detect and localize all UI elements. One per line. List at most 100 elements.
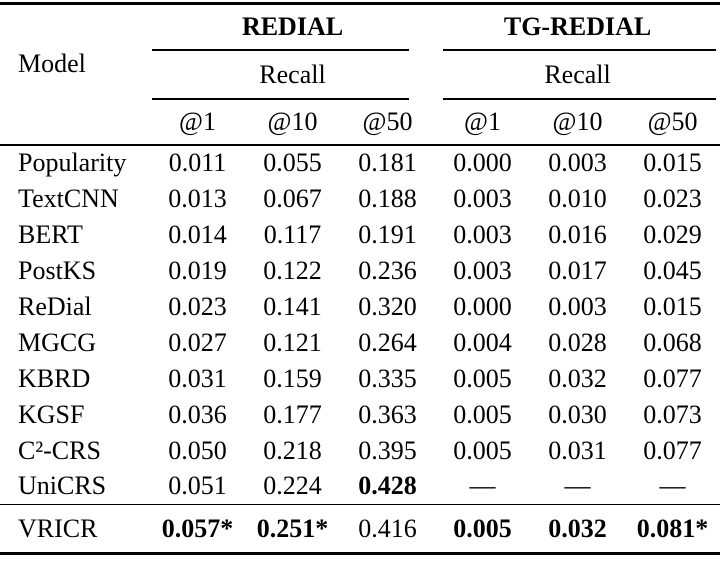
- group-header-tg-redial: TG-REDIAL: [503, 11, 652, 41]
- metric-cell: 0.023: [643, 183, 702, 213]
- metric-cell: 0.077: [643, 435, 702, 465]
- metric-cell: 0.005: [453, 399, 512, 429]
- redial-cmidrule: [150, 98, 435, 101]
- model-name: Popularity: [18, 148, 127, 177]
- metric-cell: 0.003: [453, 255, 512, 285]
- metric-cell: 0.030: [548, 399, 607, 429]
- metric-cell: 0.003: [453, 183, 512, 213]
- model-name: PostKS: [18, 255, 97, 285]
- metric-cell: 0.013: [168, 183, 227, 213]
- metric-cell: 0.028: [548, 327, 607, 357]
- header-row-metric: Recall Recall: [0, 52, 720, 98]
- model-name: TextCNN: [18, 183, 119, 213]
- metric-cell: 0.236: [358, 255, 417, 285]
- row-vricr: VRICR 0.057* 0.251* 0.416 0.005 0.032 0.…: [0, 505, 720, 554]
- col-header-redial-at10: @10: [267, 107, 318, 136]
- metric-cell: 0.068: [643, 327, 702, 357]
- metric-cell: 0.395: [358, 435, 417, 465]
- table-final-section: VRICR 0.057* 0.251* 0.416 0.005 0.032 0.…: [0, 504, 720, 554]
- metric-cell: 0.159: [263, 363, 322, 393]
- metric-cell: 0.264: [358, 327, 417, 357]
- row-redial: ReDial 0.023 0.141 0.320 0.000 0.003 0.0…: [0, 289, 720, 325]
- metric-cell: 0.010: [548, 183, 607, 213]
- metric-cell: 0.188: [358, 183, 417, 213]
- metric-cell: 0.050: [168, 435, 227, 465]
- tg-redial-cmidrule: [435, 49, 720, 52]
- metric-cell-best: 0.057*: [161, 513, 234, 543]
- metric-cell: 0.005: [453, 435, 512, 465]
- metric-cell-best: 0.032: [548, 513, 607, 543]
- metric-cell: 0.224: [263, 471, 322, 501]
- metric-cell: 0.335: [358, 363, 417, 393]
- metric-cell: 0.051: [168, 471, 227, 501]
- metric-cell: 0.027: [168, 327, 227, 357]
- metric-cell: 0.055: [263, 148, 322, 177]
- metric-header-tg-redial: Recall: [544, 59, 611, 89]
- metric-cell: 0.045: [643, 255, 702, 285]
- metric-cell-best: 0.428: [358, 471, 417, 501]
- results-table: Model REDIAL TG-REDIAL Recall Recall @1 …: [0, 2, 720, 555]
- model-name: ReDial: [18, 291, 92, 321]
- metric-cell: 0.077: [643, 363, 702, 393]
- col-header-tg-at1: @1: [464, 107, 501, 136]
- table-header: Model REDIAL TG-REDIAL Recall Recall @1 …: [0, 4, 720, 145]
- metric-cell: 0.003: [548, 291, 607, 321]
- metric-cell: 0.015: [643, 291, 702, 321]
- model-name: C²-CRS: [18, 435, 101, 465]
- metric-cell: 0.032: [548, 363, 607, 393]
- row-kgsf: KGSF 0.036 0.177 0.363 0.005 0.030 0.073: [0, 397, 720, 433]
- metric-cell: 0.003: [548, 148, 607, 177]
- metric-cell: 0.031: [548, 435, 607, 465]
- header-row-at-k: @1 @10 @50 @1 @10 @50: [0, 101, 720, 145]
- metric-cell: 0.029: [643, 219, 702, 249]
- metric-cell: 0.023: [168, 291, 227, 321]
- cmidrule-row: [0, 98, 720, 101]
- row-kbrd: KBRD 0.031 0.159 0.335 0.005 0.032 0.077: [0, 361, 720, 397]
- group-header-redial: REDIAL: [241, 11, 344, 41]
- row-bert: BERT 0.014 0.117 0.191 0.003 0.016 0.029: [0, 217, 720, 253]
- row-mgcg: MGCG 0.027 0.121 0.264 0.004 0.028 0.068: [0, 325, 720, 361]
- row-c2-crs: C²-CRS 0.050 0.218 0.395 0.005 0.031 0.0…: [0, 433, 720, 469]
- metric-cell: 0.121: [263, 327, 322, 357]
- row-textcnn: TextCNN 0.013 0.067 0.188 0.003 0.010 0.…: [0, 181, 720, 217]
- metric-cell: 0.416: [358, 513, 417, 543]
- col-header-tg-at10: @10: [552, 107, 603, 136]
- metric-cell: 0.122: [263, 255, 322, 285]
- metric-cell: 0.073: [643, 399, 702, 429]
- metric-cell: 0.005: [453, 363, 512, 393]
- metric-cell-dash: —: [564, 471, 591, 501]
- model-name: KBRD: [18, 363, 91, 393]
- metric-cell: 0.363: [358, 399, 417, 429]
- metric-cell: 0.177: [263, 399, 322, 429]
- col-header-tg-at50: @50: [647, 107, 698, 136]
- metric-cell: 0.000: [453, 291, 512, 321]
- row-unicrs: UniCRS 0.051 0.224 0.428 — — —: [0, 469, 720, 505]
- metric-cell: 0.031: [168, 363, 227, 393]
- metric-cell: 0.015: [643, 148, 702, 177]
- model-column-header: Model: [18, 49, 86, 79]
- row-popularity: Popularity 0.011 0.055 0.181 0.000 0.003…: [0, 145, 720, 181]
- metric-cell: 0.067: [263, 183, 322, 213]
- metric-cell: 0.218: [263, 435, 322, 465]
- metric-cell-dash: —: [659, 471, 686, 501]
- metric-cell: 0.000: [453, 148, 512, 177]
- model-name: BERT: [18, 219, 83, 249]
- metric-cell-dash: —: [469, 471, 496, 501]
- model-name: MGCG: [18, 327, 97, 357]
- metric-cell: 0.016: [548, 219, 607, 249]
- cmidrule-row: [0, 49, 720, 52]
- metric-cell: 0.036: [168, 399, 227, 429]
- metric-cell: 0.019: [168, 255, 227, 285]
- metric-cell: 0.014: [168, 219, 227, 249]
- metric-cell: 0.181: [358, 148, 417, 177]
- metric-cell: 0.011: [168, 148, 227, 177]
- col-header-redial-at50: @50: [362, 107, 413, 136]
- table-body: Popularity 0.011 0.055 0.181 0.000 0.003…: [0, 144, 720, 505]
- metric-cell-best: 0.005: [453, 513, 512, 543]
- metric-cell-best: 0.081*: [636, 513, 709, 543]
- header-row-datasets: Model REDIAL TG-REDIAL: [0, 4, 720, 77]
- metric-cell: 0.004: [453, 327, 512, 357]
- metric-cell: 0.117: [263, 219, 322, 249]
- model-name: UniCRS: [18, 471, 107, 501]
